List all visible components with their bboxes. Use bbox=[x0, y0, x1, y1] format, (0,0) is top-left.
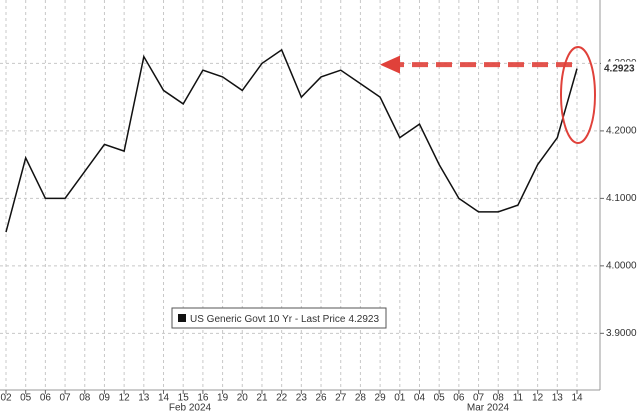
last-price-box bbox=[601, 61, 640, 76]
x-tick-label: 05 bbox=[434, 393, 446, 404]
x-tick-label: 27 bbox=[335, 393, 347, 404]
x-tick-label: 09 bbox=[99, 393, 111, 404]
legend-name: US Generic Govt 10 Yr - Last Price bbox=[190, 314, 346, 325]
legend-value: 4.2923 bbox=[348, 314, 379, 325]
x-tick-label: 11 bbox=[513, 393, 524, 404]
x-tick-label: 26 bbox=[315, 393, 327, 404]
x-tick-label: 22 bbox=[276, 393, 288, 404]
arrow-head bbox=[380, 55, 400, 74]
legend-box bbox=[171, 307, 387, 329]
x-tick-label: 23 bbox=[296, 393, 308, 404]
x-tick-label: 20 bbox=[237, 393, 249, 404]
highlight-ellipse bbox=[560, 46, 596, 144]
x-tick-label: 13 bbox=[552, 393, 564, 404]
x-tick-label: 15 bbox=[178, 393, 190, 404]
y-tick-label: 4.1000 bbox=[606, 193, 637, 204]
y-tick-label: 4.2000 bbox=[606, 126, 637, 137]
x-tick-label: 21 bbox=[256, 393, 268, 404]
price-line bbox=[5, 48, 578, 233]
x-tick-label: 12 bbox=[532, 393, 544, 404]
x-tick-label: 14 bbox=[571, 393, 583, 404]
x-tick-label: 12 bbox=[119, 393, 131, 404]
x-tick-label: 16 bbox=[197, 393, 209, 404]
x-tick-label: 07 bbox=[60, 393, 72, 404]
x-tick-label: 01 bbox=[394, 393, 406, 404]
x-tick-label: 19 bbox=[217, 393, 229, 404]
x-tick-label: 08 bbox=[493, 393, 505, 404]
x-tick-label: 13 bbox=[138, 393, 150, 404]
month-label: Feb 2024 bbox=[169, 403, 212, 414]
x-tick-label: 06 bbox=[40, 393, 52, 404]
y-tick-label: 3.9000 bbox=[606, 328, 637, 339]
x-tick-label: 28 bbox=[355, 393, 367, 404]
y-tick-label: 4.0000 bbox=[606, 260, 637, 271]
x-tick-label: 08 bbox=[79, 393, 91, 404]
x-tick-label: 14 bbox=[158, 393, 170, 404]
x-tick-label: 29 bbox=[375, 393, 387, 404]
last-price-label: 4.2923 bbox=[604, 63, 635, 74]
x-tick-label: 05 bbox=[20, 393, 32, 404]
x-tick-label: 06 bbox=[453, 393, 465, 404]
x-tick-label: 04 bbox=[414, 393, 426, 404]
x-tick-label: 07 bbox=[473, 393, 485, 404]
legend-label: US Generic Govt 10 Yr - Last Price 4.2923 bbox=[190, 314, 379, 325]
x-tick-label: 02 bbox=[0, 393, 12, 404]
month-label: Mar 2024 bbox=[467, 403, 510, 414]
legend-swatch bbox=[178, 314, 186, 322]
